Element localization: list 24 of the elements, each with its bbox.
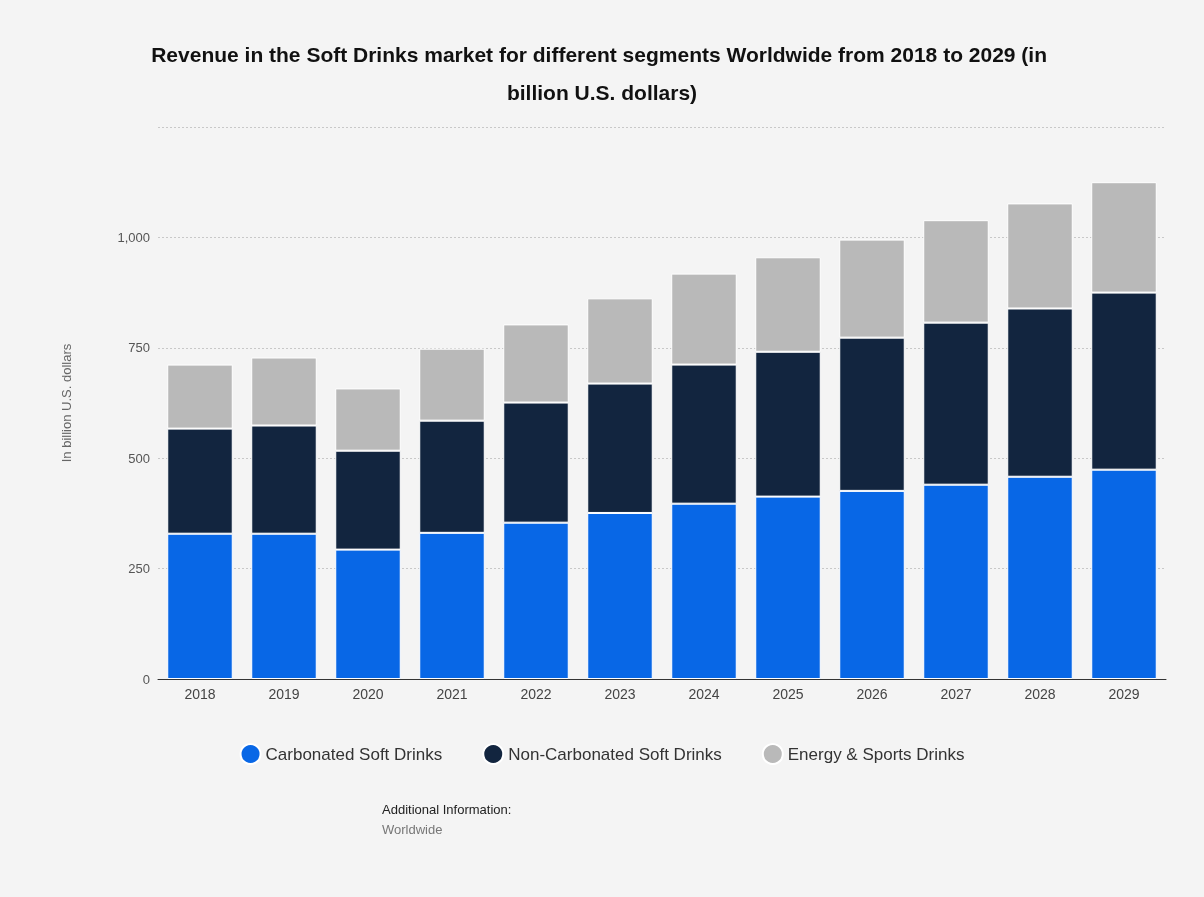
x-tick-label: 2022	[520, 686, 552, 702]
y-tick-label: 500	[128, 450, 150, 466]
x-tick-label: 2018	[184, 686, 216, 702]
x-tick-label: 2020	[352, 686, 384, 702]
chart-title: Revenue in the Soft Drinks market for different segments Worldwide from 2018 to 2029 (in billion U.S. dollars)	[151, 42, 1053, 104]
text: Worldwide	[382, 821, 444, 839]
x-tick-label: 2021	[436, 686, 468, 702]
y-tick-label: 0	[142, 671, 150, 687]
legend-label: Non-Carbonated Soft Drinks	[508, 744, 722, 764]
y-tick-label: 250	[128, 561, 150, 577]
text: Additional Information:	[382, 801, 512, 819]
x-tick-label: 2029	[1108, 686, 1140, 702]
x-tick-label: 2025	[772, 686, 804, 702]
x-tick-label: 2019	[268, 686, 300, 702]
legend-label: Carbonated Soft Drinks	[265, 744, 443, 764]
x-tick-label: 2026	[856, 686, 888, 702]
x-tick-label: 2024	[688, 686, 720, 702]
x-tick-label: 2023	[604, 686, 636, 702]
legend-label: Energy & Sports Drinks	[787, 744, 965, 764]
x-tick-label: 2028	[1024, 686, 1056, 702]
y-axis-title: In billion U.S. dollars	[59, 343, 74, 463]
y-tick-label: 750	[128, 340, 150, 356]
y-tick-label: 1,000	[117, 229, 150, 245]
x-tick-label: 2027	[940, 686, 972, 702]
